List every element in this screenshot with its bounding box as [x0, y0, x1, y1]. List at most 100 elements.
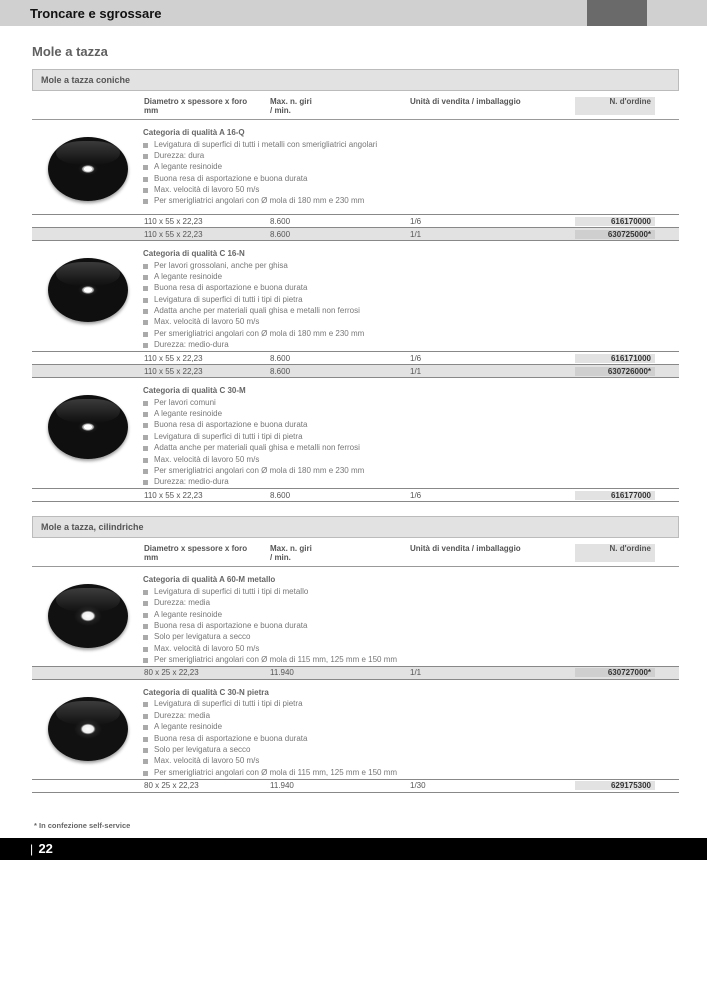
bullet-list: Per lavori grossolani, anche per ghisaA … — [143, 260, 679, 351]
cell-dim: 110 x 55 x 22,23 — [140, 491, 270, 500]
cell-ord: 630726000* — [575, 367, 655, 376]
product-text: Categoria di qualità C 30-M Per lavori co… — [143, 384, 679, 488]
sub-title: Mole a tazza — [32, 44, 679, 59]
bullet-item: A legante resinoide — [143, 162, 679, 173]
bullet-item: Adatta anche per materiali quali ghisa e… — [143, 443, 679, 454]
product-text: Categoria di qualità A 60-M metallo Levig… — [143, 573, 679, 666]
cell-dim: 110 x 55 x 22,23 — [140, 367, 270, 376]
bullet-item: A legante resinoide — [143, 722, 679, 733]
column-header-row: Diametro x spessore x forommMax. n. giri… — [32, 93, 679, 120]
data-row: 80 x 25 x 22,2311.9401/1630727000* — [32, 666, 679, 679]
header-accent — [587, 0, 647, 26]
section-title: Mole a tazza, cilindriche — [32, 516, 679, 538]
bullet-item: Per smerigliatrici angolari con Ø mola d… — [143, 655, 679, 666]
bullet-list: Levigatura di superfici di tutti i tipi … — [143, 699, 679, 779]
bullet-item: A legante resinoide — [143, 609, 679, 620]
product-text: Categoria di qualità C 30-N pietra Leviga… — [143, 686, 679, 779]
bullet-item: Per lavori grossolani, anche per ghisa — [143, 260, 679, 271]
cell-giri: 8.600 — [270, 354, 410, 363]
product-image — [40, 386, 135, 468]
col-ord: N. d'ordine — [575, 97, 655, 115]
content: Mole a tazza Mole a tazza conicheDiametr… — [0, 26, 707, 830]
cell-giri: 8.600 — [270, 491, 410, 500]
bullet-item: Buona resa di asportazione e buona durat… — [143, 283, 679, 294]
cell-ord: 630727000* — [575, 668, 655, 677]
bullet-item: Buona resa di asportazione e buona durat… — [143, 733, 679, 744]
bullet-list: Levigatura di superfici di tutti i metal… — [143, 139, 679, 207]
product-text: Categoria di qualità A 16-Q Levigatura di… — [143, 126, 679, 214]
bullet-item: Adatta anche per materiali quali ghisa e… — [143, 306, 679, 317]
bullet-item: Buona resa di asportazione e buona durat… — [143, 173, 679, 184]
bullet-item: Max. velocità di lavoro 50 m/s — [143, 185, 679, 196]
bullet-list: Levigatura di superfici di tutti i tipi … — [143, 586, 679, 666]
cell-giri: 8.600 — [270, 217, 410, 226]
page-header: Troncare e sgrossare — [0, 0, 707, 26]
bullet-item: Buona resa di asportazione e buona durat… — [143, 620, 679, 631]
page-footer: | 22 — [0, 838, 707, 860]
quality-line: Categoria di qualità C 16-N — [143, 249, 679, 258]
col-dim: Diametro x spessore x foromm — [140, 97, 270, 115]
cell-dim: 110 x 55 x 22,23 — [140, 217, 270, 226]
cell-unit: 1/30 — [410, 781, 575, 790]
product-text: Categoria di qualità C 16-N Per lavori gr… — [143, 247, 679, 351]
cell-unit: 1/6 — [410, 217, 575, 226]
product-image — [40, 688, 135, 770]
quality-line: Categoria di qualità A 16-Q — [143, 128, 679, 137]
col-giri: Max. n. giri/ min. — [270, 544, 410, 562]
cell-dim: 80 x 25 x 22,23 — [140, 781, 270, 790]
product-block: Categoria di qualità C 30-N pietra Leviga… — [32, 686, 679, 779]
bullet-item: Durezza: dura — [143, 150, 679, 161]
bullet-item: Per lavori comuni — [143, 397, 679, 408]
cell-ord: 630725000* — [575, 230, 655, 239]
product-image — [40, 128, 135, 210]
bullet-item: Max. velocità di lavoro 50 m/s — [143, 756, 679, 767]
cell-dim: 110 x 55 x 22,23 — [140, 354, 270, 363]
product-block: Categoria di qualità A 16-Q Levigatura di… — [32, 126, 679, 214]
bullet-item: Buona resa di asportazione e buona durat… — [143, 420, 679, 431]
bullet-item: Max. velocità di lavoro 50 m/s — [143, 454, 679, 465]
cell-ord: 629175300 — [575, 781, 655, 790]
col-unit: Unità di vendita / imballaggio — [410, 97, 575, 115]
product-image — [40, 249, 135, 331]
cell-ord: 616177000 — [575, 491, 655, 500]
cell-unit: 1/6 — [410, 491, 575, 500]
quality-line: Categoria di qualità C 30-N pietra — [143, 688, 679, 697]
page-number: | 22 — [30, 841, 53, 856]
col-unit: Unità di vendita / imballaggio — [410, 544, 575, 562]
bullet-item: Levigatura di superfici di tutti i metal… — [143, 139, 679, 150]
quality-line: Categoria di qualità C 30-M — [143, 386, 679, 395]
bullet-item: A legante resinoide — [143, 271, 679, 282]
cell-unit: 1/1 — [410, 230, 575, 239]
bullet-list: Per lavori comuniA legante resinoideBuon… — [143, 397, 679, 488]
cell-unit: 1/1 — [410, 668, 575, 677]
bullet-item: Durezza: medio-dura — [143, 477, 679, 488]
bullet-item: Levigatura di superfici di tutti i tipi … — [143, 586, 679, 597]
data-row: 110 x 55 x 22,238.6001/6616171000 — [32, 351, 679, 364]
data-row: 110 x 55 x 22,238.6001/6616177000 — [32, 488, 679, 501]
bullet-item: Levigatura di superfici di tutti i tipi … — [143, 294, 679, 305]
page-title: Troncare e sgrossare — [30, 6, 162, 21]
bullet-item: Max. velocità di lavoro 50 m/s — [143, 643, 679, 654]
col-dim: Diametro x spessore x foromm — [140, 544, 270, 562]
data-row: 80 x 25 x 22,2311.9401/30629175300 — [32, 779, 679, 792]
bullet-item: Per smerigliatrici angolari con Ø mola d… — [143, 196, 679, 207]
data-row: 110 x 55 x 22,238.6001/6616170000 — [32, 214, 679, 227]
bullet-item: Per smerigliatrici angolari con Ø mola d… — [143, 465, 679, 476]
footnote: * In confezione self-service — [32, 821, 679, 830]
cell-giri: 8.600 — [270, 367, 410, 376]
bullet-item: Solo per levigatura a secco — [143, 632, 679, 643]
bullet-item: Per smerigliatrici angolari con Ø mola d… — [143, 767, 679, 778]
bullet-item: Solo per levigatura a secco — [143, 745, 679, 756]
product-block: Categoria di qualità C 16-N Per lavori gr… — [32, 247, 679, 351]
cell-ord: 616171000 — [575, 354, 655, 363]
bullet-item: Durezza: medio-dura — [143, 340, 679, 351]
product-block: Categoria di qualità C 30-M Per lavori co… — [32, 384, 679, 488]
cell-dim: 110 x 55 x 22,23 — [140, 230, 270, 239]
quality-line: Categoria di qualità A 60-M metallo — [143, 575, 679, 584]
cell-dim: 80 x 25 x 22,23 — [140, 668, 270, 677]
col-ord: N. d'ordine — [575, 544, 655, 562]
bullet-item: Durezza: media — [143, 710, 679, 721]
cell-giri: 8.600 — [270, 230, 410, 239]
section-title: Mole a tazza coniche — [32, 69, 679, 91]
bullet-item: Per smerigliatrici angolari con Ø mola d… — [143, 328, 679, 339]
